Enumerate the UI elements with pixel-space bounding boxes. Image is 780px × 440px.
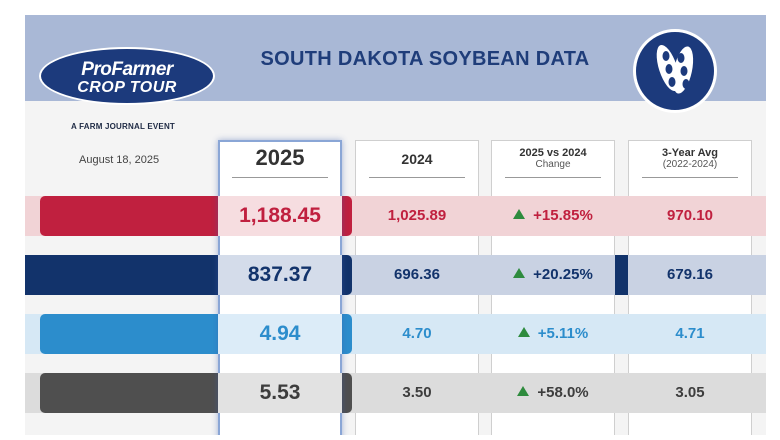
soybean-pod-icon	[633, 29, 717, 113]
row-band-gap	[615, 255, 628, 295]
change-value: +5.11%	[537, 325, 589, 342]
value-2025: 4.94	[218, 314, 342, 354]
report-date: August 18, 2025	[79, 154, 160, 166]
up-arrow-icon	[513, 268, 526, 279]
header-change-line2: Change	[535, 159, 571, 170]
value-2024: 4.70	[402, 325, 432, 342]
header-change-line1: 2025 vs 2024	[519, 147, 587, 159]
event-caption: A FARM JOURNAL EVENT	[71, 122, 176, 131]
value-3yr-avg: 970.10	[667, 207, 713, 224]
change-cell: +15.85%	[491, 196, 615, 236]
value-2025: 5.53	[218, 373, 342, 413]
header-divider	[642, 177, 738, 178]
change-cell: +58.0%	[491, 373, 615, 413]
column-header-avg: 3-Year Avg (2022-2024)	[628, 147, 752, 178]
header-avg-line2: (2022-2024)	[662, 159, 718, 170]
value-2025: 1,188.45	[218, 196, 342, 236]
change-value: +58.0%	[537, 384, 589, 401]
header-divider	[232, 177, 328, 178]
value-3yr-avg: 679.16	[667, 266, 713, 283]
column-header-2024: 2024	[355, 151, 479, 178]
soybean-pod-graphic	[656, 45, 694, 94]
header-divider	[369, 177, 465, 178]
change-cell: +5.11%	[491, 314, 615, 354]
crop-tour-logo: ProFarmer CROP TOUR	[39, 47, 215, 105]
value-2025: 837.37	[218, 255, 342, 295]
up-arrow-icon	[513, 209, 526, 220]
value-3yr-avg: 4.71	[675, 325, 705, 342]
logo-line1: ProFarmer	[81, 59, 173, 80]
header-2025-label: 2025	[255, 145, 305, 170]
header-avg-line1: 3-Year Avg	[661, 147, 719, 159]
change-cell: +20.25%	[491, 255, 615, 295]
up-arrow-icon	[517, 327, 530, 338]
change-value: +20.25%	[533, 266, 593, 283]
header-2024-label: 2024	[401, 151, 433, 167]
value-2024: 1,025.89	[387, 207, 447, 224]
value-2024: 696.36	[394, 266, 440, 283]
up-arrow-icon	[517, 386, 530, 397]
header-divider	[505, 177, 601, 178]
data-card: ProFarmer CROP TOUR A FARM JOURNAL EVENT…	[25, 15, 766, 435]
column-header-change: 2025 vs 2024 Change	[491, 147, 615, 178]
value-2024: 3.50	[402, 384, 432, 401]
change-value: +15.85%	[533, 207, 593, 224]
page-title: SOUTH DAKOTA SOYBEAN DATA	[260, 48, 590, 70]
logo-line2: CROP TOUR	[77, 79, 177, 96]
value-3yr-avg: 3.05	[675, 384, 705, 401]
column-header-2025: 2025	[218, 143, 342, 178]
